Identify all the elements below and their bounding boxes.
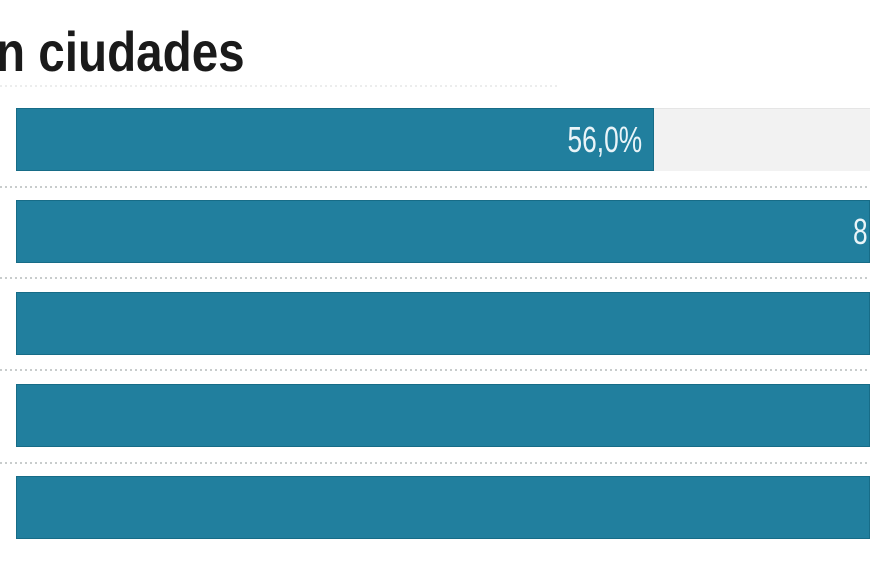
separator-dotted: [0, 369, 870, 371]
bar-row: [16, 384, 870, 447]
separator-dotted: [0, 85, 560, 87]
bar-track: [16, 292, 870, 355]
bar: [16, 292, 870, 355]
bar-row: [16, 292, 870, 355]
bar-row: 56,0%: [16, 108, 870, 171]
separator-dotted: [0, 186, 870, 188]
bar: 8: [16, 200, 870, 263]
chart-title: n ciudades: [0, 20, 245, 83]
bar-track: [16, 476, 870, 539]
bar-row: 8: [16, 200, 870, 263]
bar-track: [16, 384, 870, 447]
bar: [16, 384, 870, 447]
bar-track: 56,0%: [16, 108, 870, 171]
bar-rows: 56,0% 8: [16, 108, 870, 568]
bar-track: 8: [16, 200, 870, 263]
separator-dotted: [0, 277, 870, 279]
bar: [16, 476, 870, 539]
bar: 56,0%: [16, 108, 654, 171]
bar-value-label: 56,0%: [567, 118, 642, 160]
bar-row: [16, 476, 870, 539]
bar-value-label: 8: [853, 210, 868, 252]
separator-dotted: [0, 462, 870, 464]
